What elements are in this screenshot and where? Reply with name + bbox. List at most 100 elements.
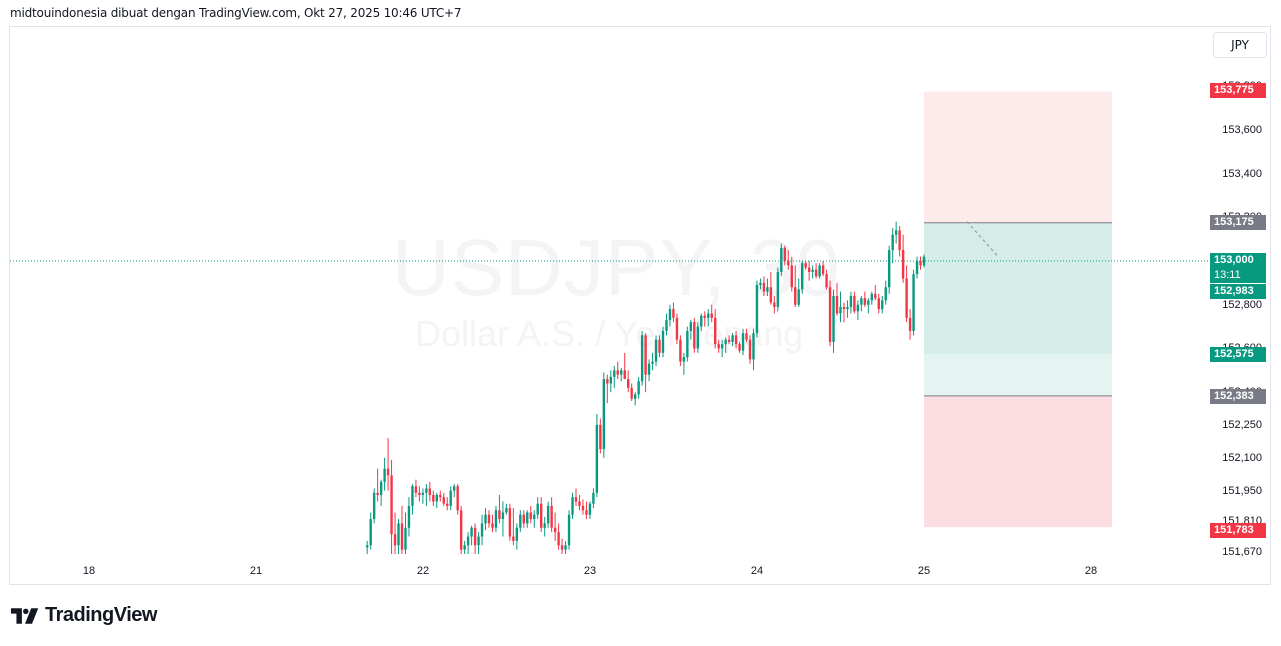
- candle: [762, 276, 766, 296]
- candle: [494, 505, 498, 533]
- long-stop-zone[interactable]: [924, 395, 1112, 528]
- candle: [571, 492, 574, 520]
- candle: [720, 339, 724, 358]
- candle: [867, 298, 870, 314]
- candle: [766, 278, 769, 296]
- candle: [773, 295, 776, 314]
- candle: [616, 361, 619, 380]
- candle: [717, 339, 720, 353]
- candle: [797, 278, 800, 307]
- price-tick: 153,600: [1222, 123, 1262, 136]
- price-label-bar-countdown: 13:11: [1210, 268, 1266, 283]
- candle: [804, 261, 807, 270]
- candle: [456, 484, 459, 515]
- candle: [776, 267, 780, 312]
- candle: [821, 261, 825, 277]
- time-axis[interactable]: 18 21 22 23 24 25 28: [10, 558, 1208, 584]
- price-tick: 152,250: [1222, 419, 1262, 431]
- candle: [446, 497, 449, 511]
- candle: [609, 370, 612, 393]
- candle: [849, 291, 853, 314]
- candle: [515, 523, 519, 550]
- candle: [814, 263, 818, 279]
- candle: [459, 505, 463, 555]
- candle: [627, 370, 630, 393]
- candle: [710, 304, 713, 323]
- candle: [884, 280, 887, 305]
- candle: [658, 335, 661, 358]
- candle: [922, 254, 926, 268]
- candle: [466, 532, 470, 555]
- candle: [693, 317, 696, 353]
- candle: [484, 508, 487, 530]
- candle: [748, 335, 752, 364]
- candle: [915, 256, 919, 279]
- candle: [863, 291, 867, 307]
- candle: [526, 510, 529, 528]
- candle: [874, 285, 877, 301]
- candle: [366, 540, 369, 555]
- candle: [842, 302, 846, 323]
- candle: [630, 383, 633, 401]
- candle: [477, 532, 480, 555]
- candle: [794, 265, 797, 307]
- candle: [835, 282, 839, 316]
- candle: [689, 320, 693, 340]
- candle: [470, 525, 473, 546]
- price-label-short-stop-loss: 153,775: [1210, 83, 1266, 98]
- candle: [759, 278, 762, 290]
- projection-line[interactable]: [966, 221, 999, 258]
- candle: [543, 516, 546, 537]
- candle: [787, 250, 790, 270]
- candle: [449, 486, 452, 511]
- candle: [428, 481, 432, 502]
- candle: [564, 540, 567, 555]
- chart-attribution: midtouindonesia dibuat dengan TradingVie…: [10, 6, 462, 20]
- candle: [414, 479, 418, 498]
- candle: [919, 256, 922, 270]
- time-tick: 25: [917, 565, 931, 577]
- price-tick: 152,100: [1222, 451, 1262, 464]
- short-stop-zone[interactable]: [924, 91, 1112, 223]
- candle: [832, 289, 835, 353]
- candle: [769, 271, 773, 305]
- candle: [661, 326, 665, 358]
- candle: [369, 512, 372, 550]
- tradingview-logo-icon: [11, 607, 39, 624]
- symbol-watermark: USDJPY, 30: [392, 223, 841, 312]
- candle: [383, 457, 386, 491]
- candle: [453, 484, 456, 498]
- candle: [567, 510, 571, 550]
- candle: [640, 330, 644, 386]
- candle: [404, 512, 407, 555]
- candle: [654, 335, 658, 366]
- candle: [442, 492, 445, 506]
- candle: [425, 484, 428, 506]
- time-tick: 22: [416, 565, 430, 577]
- tradingview-logo[interactable]: TradingView: [11, 604, 157, 627]
- currency-button[interactable]: JPY: [1213, 32, 1267, 58]
- candle: [647, 359, 651, 382]
- candle: [825, 269, 828, 290]
- candle: [505, 503, 508, 515]
- candle: [780, 243, 783, 277]
- candle: [801, 261, 804, 294]
- candle: [553, 512, 557, 541]
- candle: [379, 479, 383, 506]
- candlestick-chart: [10, 91, 1208, 555]
- candle: [439, 490, 442, 502]
- chart-pane[interactable]: [10, 27, 1208, 558]
- candle: [397, 519, 400, 555]
- candle: [877, 293, 880, 314]
- candle: [546, 501, 550, 528]
- price-label-bid: 152,983: [1210, 284, 1266, 299]
- short-target-zone[interactable]: [924, 222, 1112, 354]
- candle: [811, 265, 814, 279]
- candle: [491, 514, 494, 533]
- candle: [393, 512, 397, 555]
- candle: [637, 376, 640, 399]
- candle: [912, 269, 915, 336]
- candle: [407, 497, 411, 537]
- candle: [738, 341, 741, 353]
- candle: [599, 418, 602, 454]
